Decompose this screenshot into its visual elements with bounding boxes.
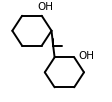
Text: OH: OH: [79, 51, 95, 61]
Text: OH: OH: [37, 2, 53, 12]
